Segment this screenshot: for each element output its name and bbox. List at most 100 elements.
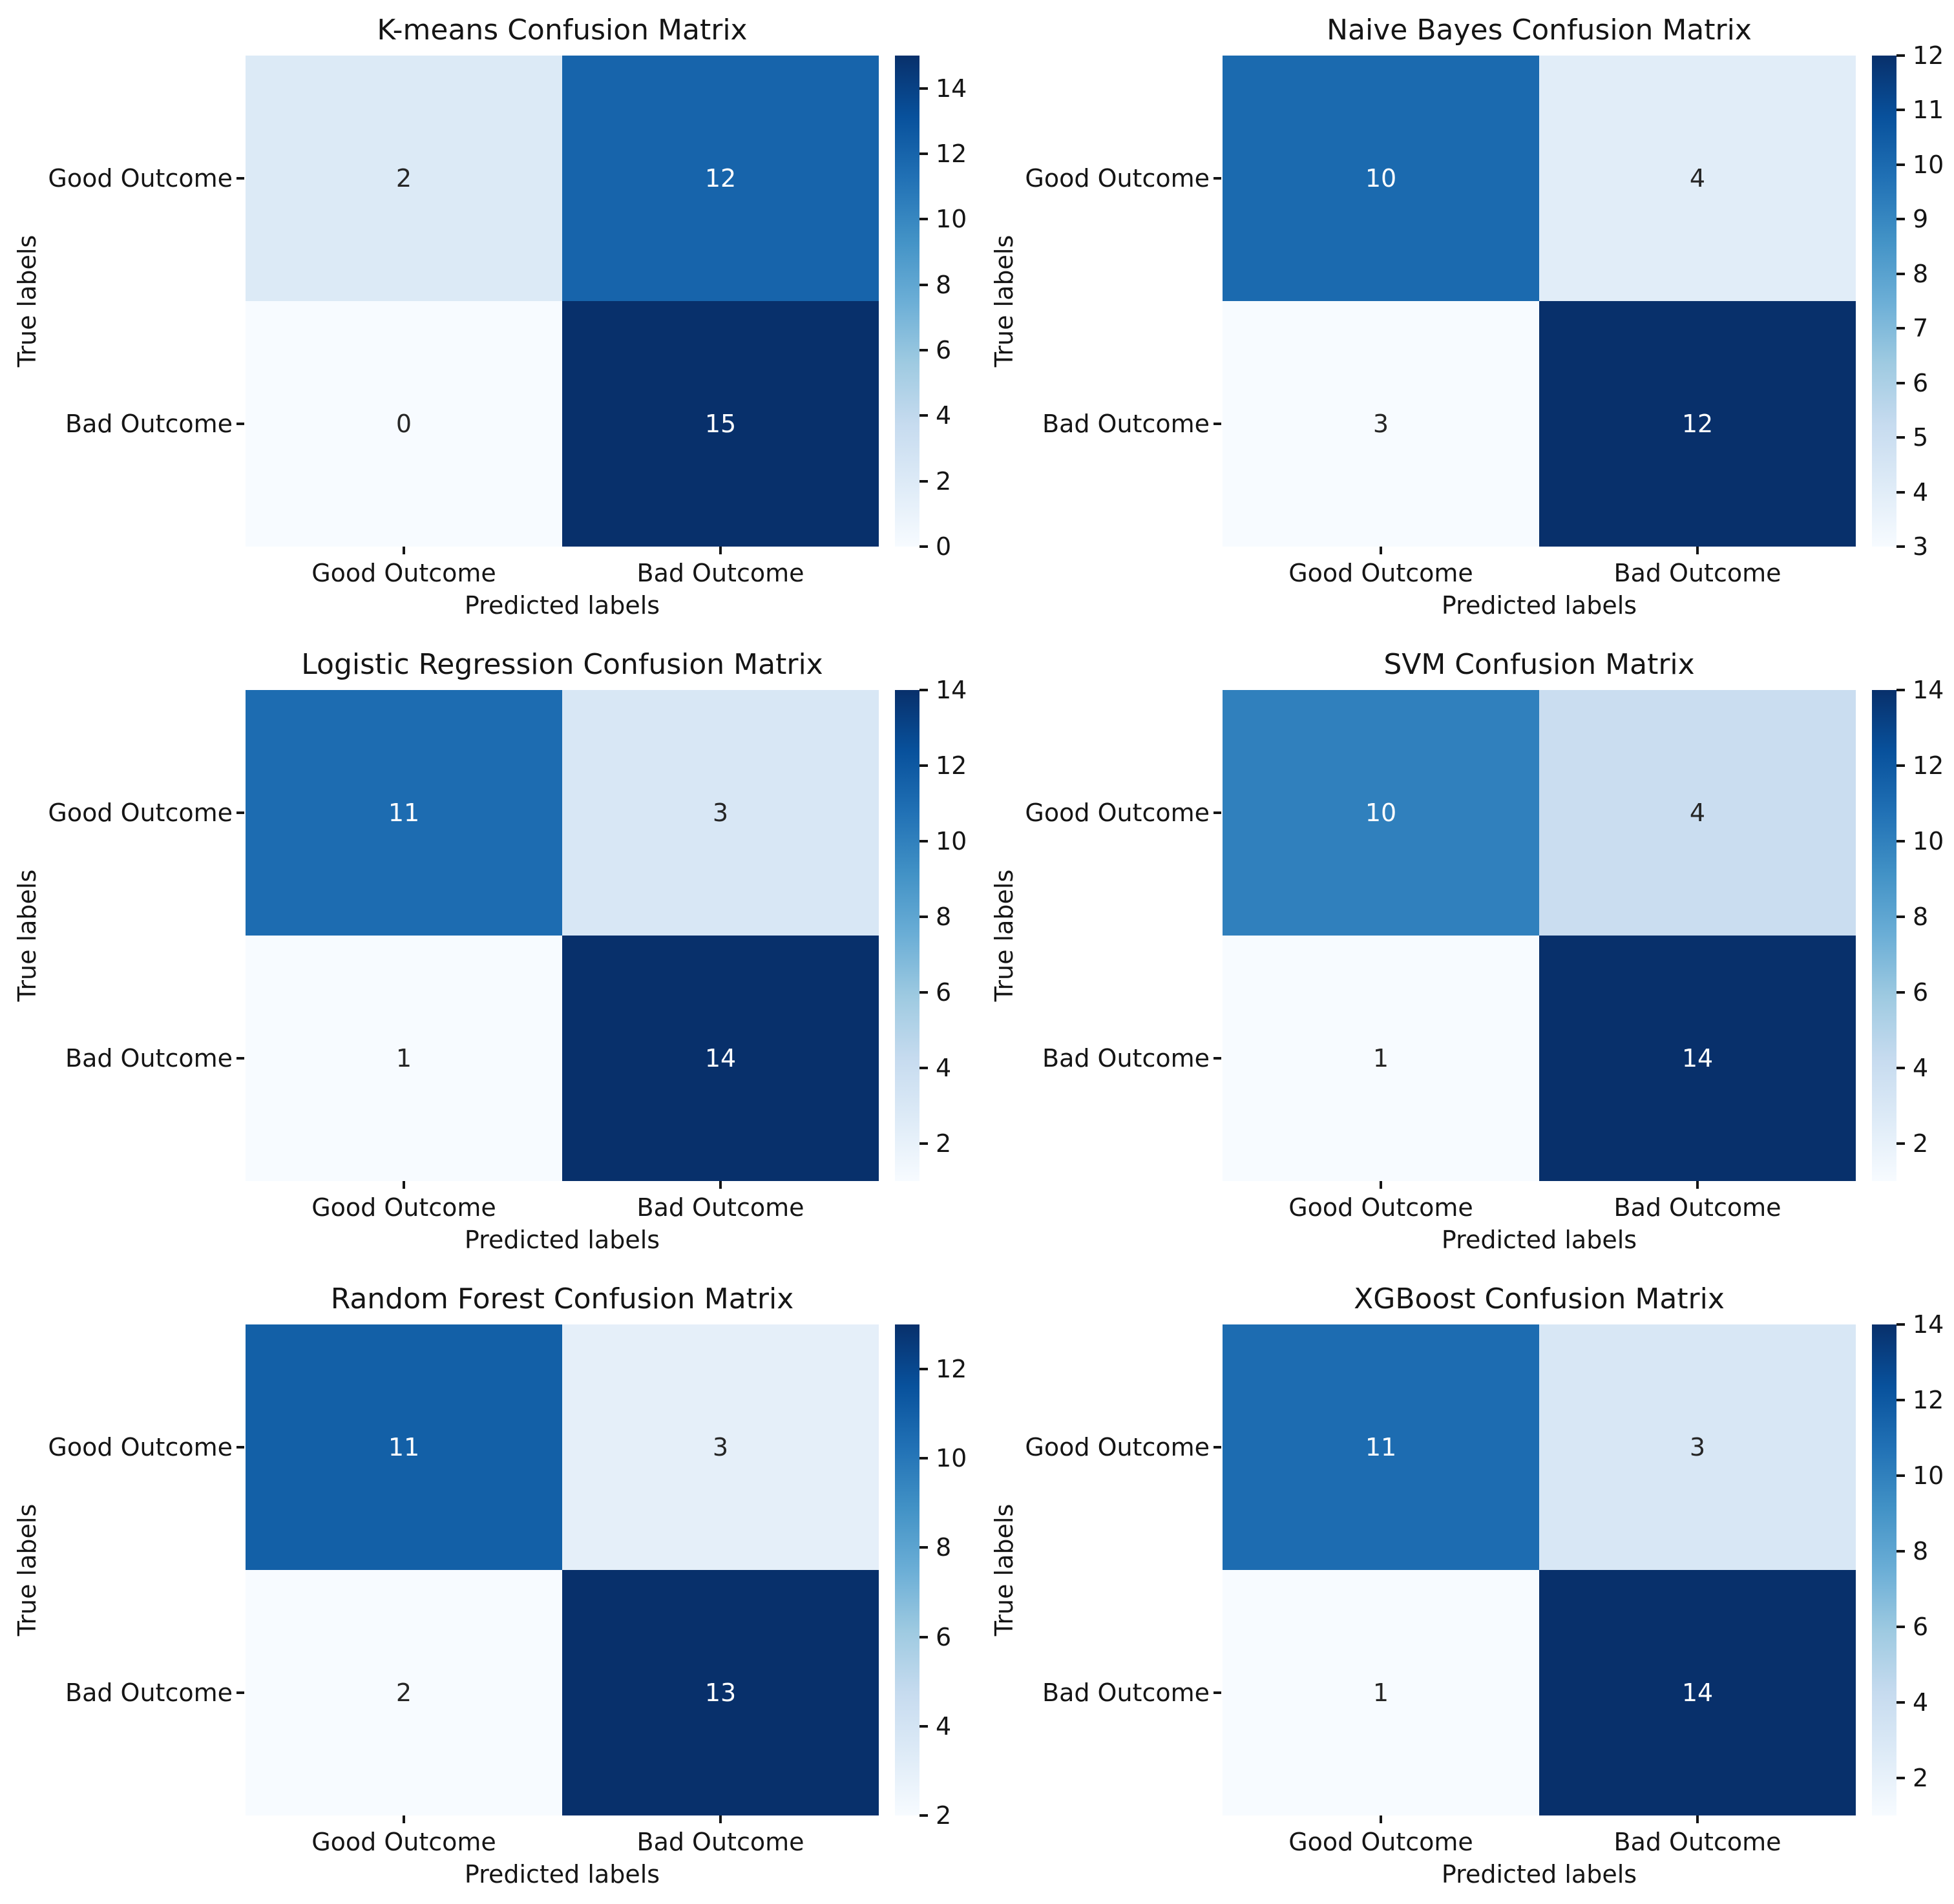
heatmap-cell: 11 bbox=[1223, 1324, 1539, 1570]
heatmap-cell: 1 bbox=[246, 936, 562, 1181]
x-tick-mark bbox=[719, 1181, 722, 1189]
cell-value: 15 bbox=[704, 410, 737, 438]
heatmap-cell: 12 bbox=[1539, 301, 1856, 547]
x-tick-label: Bad Outcome bbox=[1613, 1193, 1781, 1222]
y-tick-mark bbox=[236, 1446, 244, 1449]
x-tick-mark bbox=[403, 1181, 405, 1189]
colorbar-tick-mark bbox=[1896, 839, 1905, 842]
cell-value: 3 bbox=[1689, 1433, 1706, 1461]
chart-title: Naive Bayes Confusion Matrix bbox=[1327, 14, 1752, 47]
colorbar-tick-mark bbox=[919, 414, 928, 417]
heatmap-cell: 11 bbox=[246, 1324, 562, 1570]
colorbar-tick-label: 12 bbox=[936, 1355, 967, 1384]
y-tick-mark bbox=[1213, 1057, 1221, 1060]
cell-value: 3 bbox=[1372, 410, 1389, 438]
cell-value: 14 bbox=[704, 1044, 737, 1072]
y-tick-label: Bad Outcome bbox=[1042, 1044, 1210, 1072]
colorbar-tick-mark bbox=[1896, 109, 1905, 112]
colorbar-tick-label: 4 bbox=[1913, 477, 1929, 507]
colorbar-tick-label: 8 bbox=[936, 270, 952, 299]
colorbar-tick-label: 8 bbox=[1913, 902, 1929, 931]
colorbar-tick-mark bbox=[1896, 381, 1905, 384]
colorbar-tick-label: 3 bbox=[1913, 532, 1929, 561]
colorbar-tick-mark bbox=[919, 1724, 928, 1728]
y-tick-label: Good Outcome bbox=[48, 164, 233, 193]
colorbar-tick-label: 8 bbox=[936, 902, 952, 931]
x-tick-label: Bad Outcome bbox=[1613, 559, 1781, 587]
x-tick-mark bbox=[403, 1815, 405, 1823]
heatmap-cell: 2 bbox=[246, 1570, 562, 1815]
colorbar-tick-mark bbox=[1896, 545, 1905, 548]
colorbar-tick-label: 2 bbox=[936, 1801, 952, 1830]
cell-value: 0 bbox=[395, 410, 412, 438]
colorbar-tick-label: 11 bbox=[1913, 96, 1944, 125]
colorbar-tick-label: 12 bbox=[1913, 1385, 1944, 1414]
colorbar-tick-mark bbox=[919, 839, 928, 842]
colorbar-tick-mark bbox=[919, 990, 928, 994]
y-tick-mark bbox=[1213, 423, 1221, 425]
y-axis-label: True labels bbox=[13, 869, 41, 1002]
colorbar-tick-mark bbox=[1896, 1700, 1905, 1704]
x-axis-label: Predicted labels bbox=[464, 1860, 660, 1888]
subplot-kmeans: K-means Confusion Matrix True labels Goo… bbox=[0, 0, 977, 634]
heatmap-cell: 10 bbox=[1223, 690, 1539, 936]
colorbar-tick-label: 4 bbox=[936, 1053, 952, 1082]
colorbar-tick-label: 12 bbox=[936, 140, 967, 168]
heatmap: 11 3 1 14 bbox=[1223, 1324, 1856, 1815]
y-tick-mark bbox=[1213, 177, 1221, 180]
colorbar-tick-mark bbox=[1896, 689, 1905, 691]
y-tick-mark bbox=[236, 1057, 244, 1060]
colorbar-tick-mark bbox=[919, 764, 928, 767]
x-axis-label: Predicted labels bbox=[464, 1226, 660, 1254]
colorbar-tick-mark bbox=[919, 915, 928, 918]
colorbar-tick-label: 6 bbox=[1913, 978, 1929, 1007]
colorbar-tick-mark bbox=[919, 1814, 928, 1817]
y-tick-label: Good Outcome bbox=[1025, 1433, 1210, 1461]
heatmap-cell: 1 bbox=[1223, 936, 1539, 1181]
colorbar-tick-label: 10 bbox=[936, 205, 967, 234]
colorbar-tick-mark bbox=[919, 349, 928, 351]
cell-value: 12 bbox=[1681, 410, 1714, 438]
colorbar-tick-label: 10 bbox=[1913, 150, 1944, 179]
x-tick-label: Good Outcome bbox=[1288, 1828, 1473, 1856]
colorbar-tick-mark bbox=[1896, 54, 1905, 57]
cell-value: 3 bbox=[712, 799, 729, 827]
colorbar-tick-mark bbox=[1896, 1323, 1905, 1326]
y-tick-label: Bad Outcome bbox=[1042, 410, 1210, 438]
colorbar-tick-label: 2 bbox=[1913, 1129, 1929, 1158]
colorbar-tick-mark bbox=[1896, 218, 1905, 221]
cell-value: 10 bbox=[1365, 164, 1397, 193]
y-tick-label: Good Outcome bbox=[48, 799, 233, 827]
colorbar-tick-mark bbox=[1896, 436, 1905, 439]
heatmap-cell: 14 bbox=[1539, 1570, 1856, 1815]
colorbar-tick-label: 0 bbox=[936, 532, 952, 561]
x-tick-mark bbox=[1696, 1815, 1699, 1823]
colorbar-tick-mark bbox=[919, 545, 928, 548]
colorbar-tick-mark bbox=[1896, 764, 1905, 767]
cell-value: 13 bbox=[704, 1679, 737, 1707]
colorbar-tick-label: 4 bbox=[1913, 1688, 1929, 1717]
cell-value: 14 bbox=[1681, 1044, 1714, 1072]
colorbar-tick-label: 6 bbox=[1913, 368, 1929, 397]
heatmap-cell: 3 bbox=[562, 690, 879, 936]
colorbar-tick-label: 14 bbox=[1913, 1310, 1944, 1339]
colorbar-tick-mark bbox=[919, 218, 928, 221]
x-tick-label: Good Outcome bbox=[311, 1828, 496, 1856]
colorbar-tick-mark bbox=[919, 87, 928, 90]
cell-value: 1 bbox=[395, 1044, 412, 1072]
colorbar bbox=[895, 56, 919, 547]
y-axis-label: True labels bbox=[990, 235, 1018, 368]
cell-value: 2 bbox=[395, 1679, 412, 1707]
heatmap: 10 4 1 14 bbox=[1223, 690, 1856, 1181]
colorbar-tick-label: 14 bbox=[936, 676, 967, 704]
colorbar-tick-mark bbox=[1896, 327, 1905, 330]
x-tick-mark bbox=[1380, 1815, 1382, 1823]
x-tick-mark bbox=[1380, 1181, 1382, 1189]
colorbar-tick-mark bbox=[919, 152, 928, 155]
cell-value: 1 bbox=[1372, 1679, 1389, 1707]
colorbar-tick-mark bbox=[919, 283, 928, 286]
subplot-naive-bayes: Naive Bayes Confusion Matrix True labels… bbox=[977, 0, 1954, 634]
colorbar-tick-label: 10 bbox=[1913, 826, 1944, 855]
x-axis-label: Predicted labels bbox=[1441, 1226, 1637, 1254]
chart-title: SVM Confusion Matrix bbox=[1383, 648, 1695, 681]
